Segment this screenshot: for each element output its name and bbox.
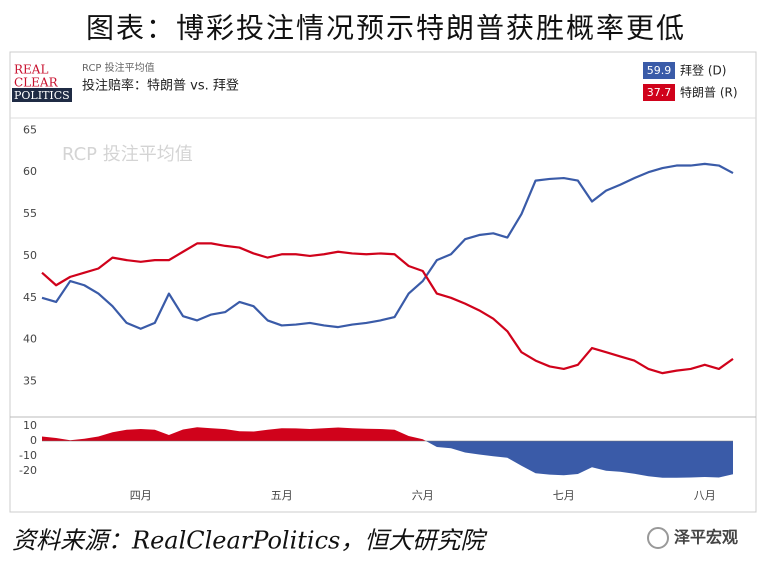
spread-tick-label: -10 [19,449,37,462]
x-tick-label: 七月 [553,489,575,502]
legend-swatch [643,84,675,101]
series-line [41,162,734,330]
logo-text: CLEAR [14,76,59,90]
x-tick-label: 八月 [694,489,716,502]
y-tick-label: 50 [23,249,37,262]
chart-title: 投注赔率：特朗普 vs. 拜登 [82,78,239,94]
source-note: 资料来源：RealClearPolitics，恒大研究院 [12,527,488,555]
x-tick-label: 六月 [412,489,434,502]
page-title: 图表：博彩投注情况预示特朗普获胜概率更低 [86,12,686,45]
logo-band [12,88,72,102]
watermark: 泽平宏观 [674,528,738,547]
series-line [41,242,734,375]
y-tick-label: 55 [23,207,37,220]
logo-text: REAL [14,63,48,77]
spread-area [42,427,733,478]
watermark-icon [647,527,669,549]
y-tick-label: 35 [23,375,37,388]
legend-label: 拜登 (D) [680,63,726,78]
chart-subtitle: RCP 投注平均值 [82,61,155,74]
plot-watermark: RCP 投注平均值 [62,144,193,165]
x-tick-label: 五月 [271,489,293,502]
y-tick-label: 45 [23,291,37,304]
legend-swatch [643,62,675,79]
y-tick-label: 40 [23,333,37,346]
legend-value: 37.7 [647,86,672,99]
legend-value: 59.9 [647,64,672,77]
logo-text: POLITICS [14,89,70,102]
legend-label: 特朗普 (R) [680,85,738,100]
y-tick-label: 65 [23,123,37,136]
y-tick-label: 60 [23,165,37,178]
spread-tick-label: 0 [30,434,37,447]
x-tick-label: 四月 [130,489,152,502]
spread-tick-label: -20 [19,464,37,477]
spread-tick-label: 10 [23,419,37,432]
